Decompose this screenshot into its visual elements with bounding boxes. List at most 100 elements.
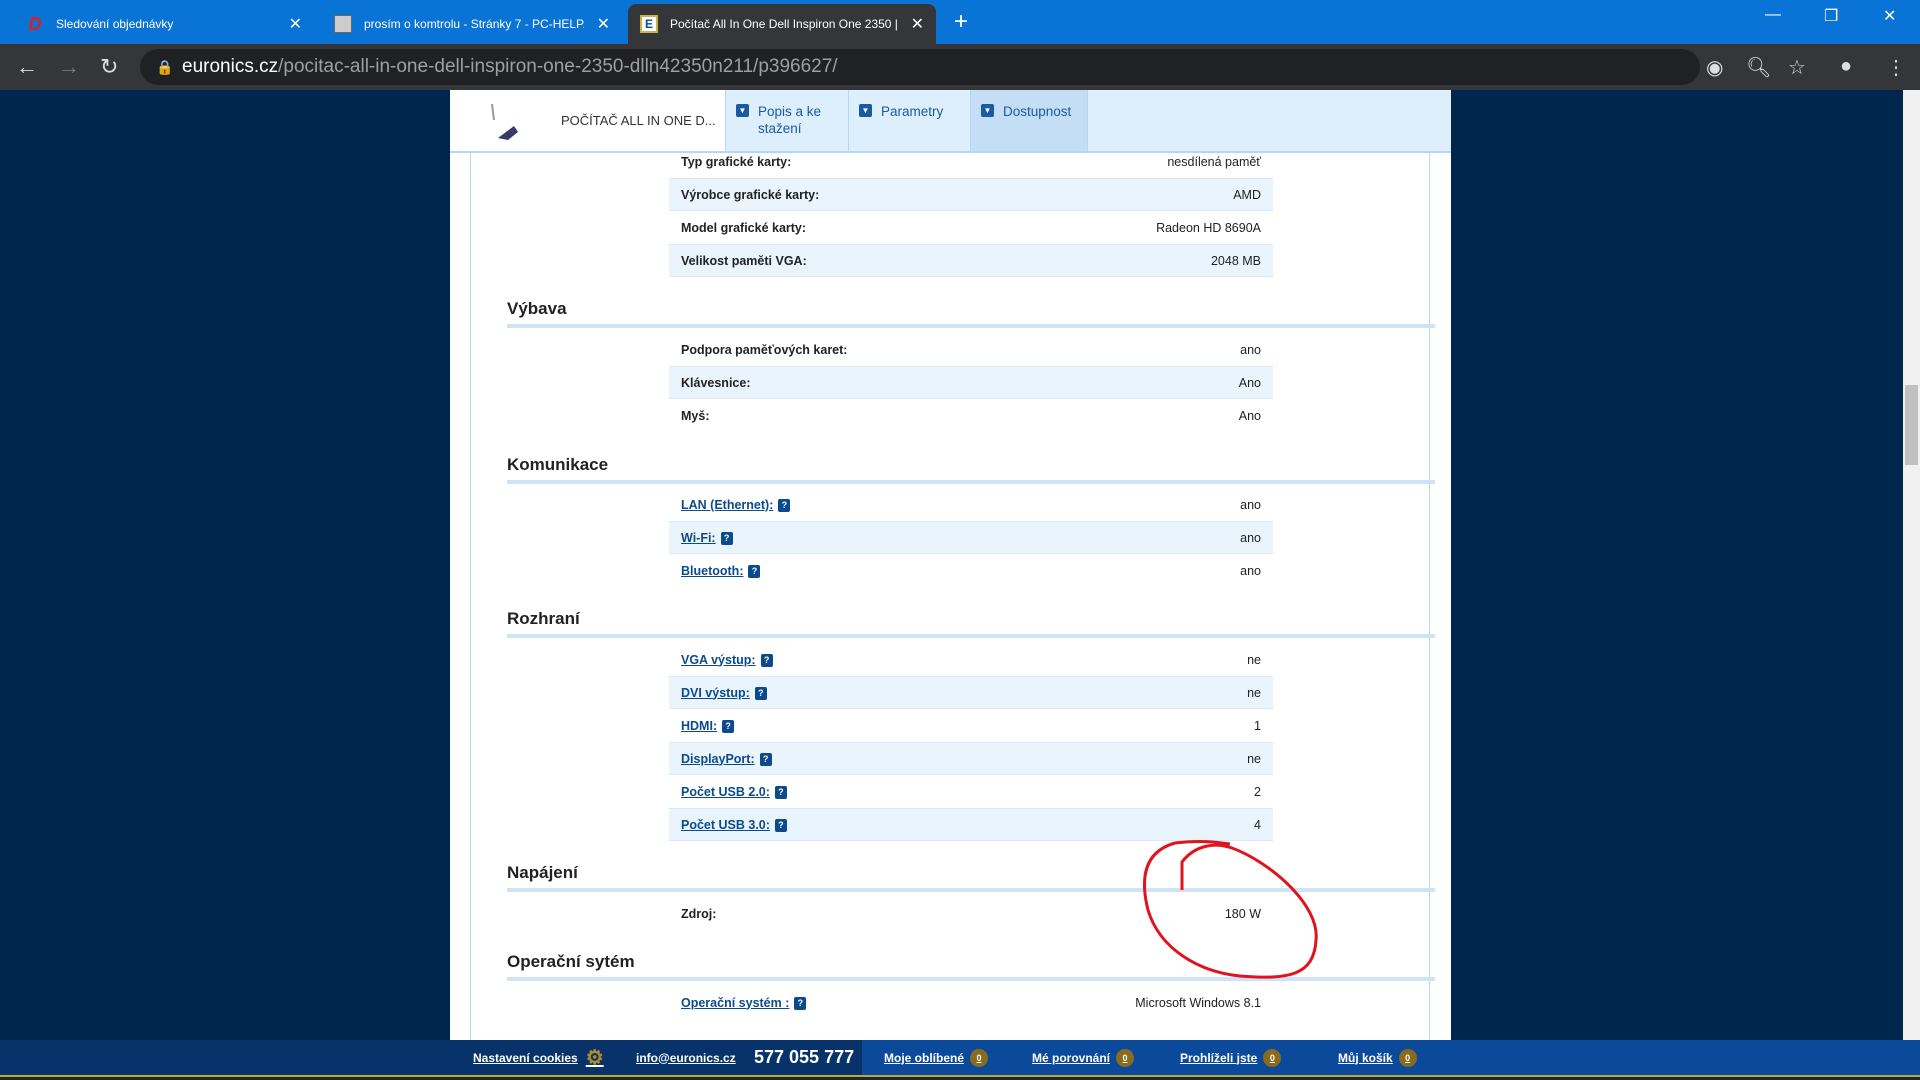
parameter-row: LAN (Ethernet):? ano [669, 488, 1273, 521]
cookie-settings-link[interactable]: Nastavení cookies ⚙ [473, 1040, 604, 1075]
parameter-row: Výrobce grafické karty: AMD [669, 178, 1273, 211]
parameter-label: Zdroj: [681, 907, 716, 921]
parameter-label-text: Myš: [681, 408, 710, 423]
help-icon[interactable]: ? [794, 996, 807, 1010]
bookmark-star-icon[interactable]: ☆ [1788, 57, 1806, 79]
parameter-label-link[interactable]: DVI výstup:? [681, 686, 767, 700]
close-icon[interactable]: ✕ [910, 16, 924, 33]
scrollbar-thumb[interactable] [1905, 385, 1918, 465]
parameter-label-link[interactable]: Počet USB 2.0:? [681, 785, 787, 799]
phone-number: 577 055 777 [754, 1047, 855, 1067]
profile-icon[interactable]: ● [1840, 55, 1853, 77]
menu-icon[interactable]: ⋮ [1886, 57, 1906, 79]
parameter-label-text: Počet USB 2.0: [681, 784, 770, 799]
parameter-row: Podpora paměťových karet: ano [669, 333, 1273, 366]
parameter-label-link[interactable]: Operační systém :? [681, 996, 807, 1010]
help-icon[interactable]: ? [722, 719, 735, 733]
section-heading: Rozhraní [507, 609, 580, 628]
help-icon[interactable]: ? [778, 498, 791, 512]
favorites-link[interactable]: Moje oblíbené 0 [884, 1040, 989, 1075]
forward-icon[interactable]: → [58, 54, 80, 79]
parameter-label: Model grafické karty: [681, 221, 806, 235]
parameter-label-text: HDMI: [681, 718, 718, 733]
parameter-row: Wi-Fi:? ano [669, 521, 1273, 554]
reload-icon[interactable]: ↻ [100, 54, 119, 79]
link-label: Prohlíželi jste [1180, 1050, 1258, 1065]
help-icon[interactable]: ? [774, 818, 787, 832]
parameter-value: Ano [1238, 375, 1261, 390]
parameter-label-text: DVI výstup: [681, 685, 750, 700]
help-icon[interactable]: ? [748, 564, 761, 578]
help-icon[interactable]: ? [754, 686, 767, 700]
parameter-label: Velikost paměti VGA: [681, 254, 807, 268]
parameter-label-link[interactable]: DisplayPort:? [681, 752, 772, 766]
back-icon[interactable]: ← [16, 54, 38, 79]
parameter-label-link[interactable]: Bluetooth:? [681, 563, 761, 578]
tab-dostupnost[interactable]: ▼ Dostupnost [970, 90, 1088, 151]
parameter-value: 4 [1254, 817, 1261, 832]
section-divider [507, 480, 1435, 484]
vertical-scrollbar[interactable] [1903, 90, 1920, 1075]
parameter-value: ne [1247, 652, 1261, 667]
tracking-blocked-icon[interactable]: ◉ [1706, 57, 1724, 79]
parameter-row: Typ grafické karty: nesdílená paměť [669, 145, 1273, 178]
url-bar[interactable]: 🔒 euronics.cz/pocitac-all-in-one-dell-in… [140, 49, 1700, 85]
tab-title: Sledování objednávky [56, 17, 174, 31]
parameter-label-link[interactable]: Počet USB 3.0:? [681, 818, 787, 832]
product-name: POČÍTAČ ALL IN ONE D... [450, 90, 725, 151]
section-divider [507, 634, 1435, 638]
cookie-settings-label: Nastavení cookies [473, 1050, 578, 1065]
tab-pc-help[interactable]: prosím o komtrolu - Stránky 7 - PC-HELP.… [322, 4, 622, 44]
tab-euronics[interactable]: E Počítač All In One Dell Inspiron One 2… [628, 4, 936, 44]
parameter-row: Operační systém :? Microsoft Windows 8.1 [669, 986, 1273, 1019]
parameter-label: Výrobce grafické karty: [681, 188, 819, 202]
parameter-label-text: DisplayPort: [681, 751, 755, 766]
email-link[interactable]: info@euronics.cz [636, 1050, 736, 1065]
parameter-row: DVI výstup:? ne [669, 676, 1273, 709]
parameter-row: Bluetooth:? ano [669, 554, 1273, 587]
parameter-label-link[interactable]: LAN (Ethernet):? [681, 498, 791, 512]
cart-link[interactable]: Můj košík 0 [1338, 1040, 1417, 1075]
parameter-label: Klávesnice: [681, 376, 750, 390]
parameter-label-text: Zdroj: [681, 906, 717, 921]
parameter-label-text: Počet USB 3.0: [681, 817, 770, 832]
help-icon[interactable]: ? [720, 531, 733, 545]
close-icon[interactable]: ✕ [596, 16, 610, 33]
parameter-row: VGA výstup:? ne [669, 643, 1273, 676]
parameter-value: 180 W [1224, 906, 1261, 921]
recently-viewed-link[interactable]: Prohlíželi jste 0 [1180, 1040, 1282, 1075]
compare-link[interactable]: Mé porovnání 0 [1032, 1040, 1135, 1075]
section-heading: Výbava [507, 299, 567, 318]
count-badge: 0 [1398, 1048, 1417, 1067]
computer-icon [334, 15, 352, 33]
product-name-text: POČÍTAČ ALL IN ONE D... [561, 113, 716, 128]
parameter-label-link[interactable]: HDMI:? [681, 718, 735, 733]
chevron-down-icon: ▼ [859, 104, 872, 117]
minimize-icon[interactable]: — [1765, 6, 1781, 23]
restore-icon[interactable]: ❐ [1824, 8, 1839, 25]
product-thumbnail [484, 102, 520, 142]
help-icon[interactable]: ? [759, 752, 772, 766]
parameter-row: HDMI:? 1 [669, 709, 1273, 742]
tab-label: Dostupnost [1003, 104, 1072, 119]
address-toolbar: ← → ↻ 🔒 euronics.cz/pocitac-all-in-one-d… [0, 44, 1920, 90]
tab-sledovani[interactable]: D Sledování objednávky ✕ [14, 4, 314, 44]
parameter-label-text: Bluetooth: [681, 563, 744, 578]
euronics-icon: E [640, 15, 658, 33]
parameter-row: Počet USB 3.0:? 4 [669, 808, 1273, 841]
lock-icon: 🔒 [156, 58, 174, 75]
parameter-label: Myš: [681, 409, 709, 423]
help-icon[interactable]: ? [774, 785, 787, 799]
zoom-icon[interactable]: 🔍︎ [1746, 57, 1772, 79]
tab-popis[interactable]: ▼ Popis a ke stažení [725, 90, 848, 151]
chevron-down-icon: ▼ [736, 104, 749, 117]
tab-parametry[interactable]: ▼ Parametry [848, 90, 970, 151]
parameter-label-link[interactable]: Wi-Fi:? [681, 531, 733, 545]
new-tab-icon[interactable]: + [954, 8, 969, 35]
parameter-value: ano [1240, 497, 1261, 512]
parameter-label-link[interactable]: VGA výstup:? [681, 653, 773, 667]
help-icon[interactable]: ? [760, 653, 773, 667]
close-window-icon[interactable]: ✕ [1883, 8, 1897, 25]
product-parameters-panel: POČÍTAČ ALL IN ONE D... ▼ Popis a ke staž… [450, 90, 1451, 1040]
close-icon[interactable]: ✕ [288, 16, 302, 33]
